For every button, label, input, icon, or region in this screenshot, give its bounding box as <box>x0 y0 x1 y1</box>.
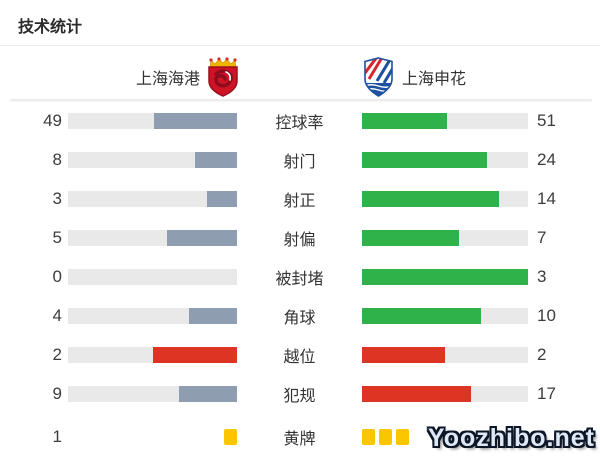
stats-rows: 49 控球率 51 8 射门 24 3 射正 14 5 射偏 7 0 被封堵 3 4 角球 10 2 越位 2 9 犯规 17… <box>0 101 600 456</box>
home-value: 1 <box>52 426 62 446</box>
yellow-card-icon <box>379 428 392 445</box>
away-value: 3 <box>537 426 547 446</box>
watermark: Yoozhibo.net <box>427 424 595 452</box>
stat-row-角球: 4 角球 10 <box>0 296 600 335</box>
stat-row-射门: 8 射门 24 <box>0 140 600 179</box>
home-value: 49 <box>43 110 62 130</box>
stat-row-犯规: 9 犯规 17 <box>0 374 600 413</box>
yellow-card-icon <box>396 428 409 445</box>
away-value: 24 <box>537 149 556 169</box>
stat-label: 角球 <box>283 309 316 327</box>
yellow-card-icon <box>224 428 237 445</box>
home-value: 5 <box>52 227 62 247</box>
stat-label: 控球率 <box>275 114 324 132</box>
away-bar-track <box>362 112 528 129</box>
away-bar-fill <box>362 151 487 168</box>
home-value: 9 <box>52 383 62 403</box>
home-value: 0 <box>52 266 62 286</box>
stat-label: 射门 <box>283 153 316 171</box>
stat-label: 被封堵 <box>275 270 324 288</box>
away-bar-track <box>362 385 528 402</box>
away-bar-track <box>362 190 528 207</box>
home-yellow-cards <box>68 428 237 445</box>
stat-label: 射正 <box>283 192 316 210</box>
away-team-name: 上海申花 <box>402 71 467 88</box>
stat-row-射正: 3 射正 14 <box>0 179 600 218</box>
stat-row-被封堵: 0 被封堵 3 <box>0 257 600 296</box>
title-divider <box>0 45 600 46</box>
home-team-name: 上海海港 <box>135 71 200 88</box>
stat-row-越位: 2 越位 2 <box>0 335 600 374</box>
away-bar-fill <box>362 307 481 324</box>
home-bar-track <box>68 112 237 129</box>
away-bar-fill <box>362 190 499 207</box>
away-value: 3 <box>537 266 547 286</box>
stat-label: 黄牌 <box>283 430 316 448</box>
header-divider <box>10 99 592 101</box>
away-value: 10 <box>537 305 556 325</box>
stat-label: 越位 <box>283 348 316 366</box>
stat-row-控球率: 49 控球率 51 <box>0 101 600 140</box>
home-bar-track <box>68 229 237 246</box>
away-bar-fill <box>362 268 528 285</box>
away-value: 2 <box>537 344 547 364</box>
home-bar-track <box>68 307 237 324</box>
away-value: 51 <box>537 110 556 130</box>
away-bar-track <box>362 346 528 363</box>
home-team-crest-icon <box>208 57 238 97</box>
away-value: 7 <box>537 227 547 247</box>
stat-row-黄牌: 1 黄牌 3 <box>0 417 600 456</box>
home-bar-fill <box>166 229 237 246</box>
away-value: 17 <box>537 383 556 403</box>
stat-label: 犯规 <box>283 387 316 405</box>
home-value: 3 <box>52 188 62 208</box>
away-value: 14 <box>537 188 556 208</box>
home-bar-track <box>68 268 237 285</box>
away-bar-fill <box>362 385 471 402</box>
home-bar-fill <box>207 190 237 207</box>
away-yellow-cards <box>362 428 528 445</box>
home-bar-track <box>68 151 237 168</box>
away-bar-track <box>362 307 528 324</box>
yellow-card-icon <box>362 428 375 445</box>
home-team-header: 上海海港 <box>136 56 240 98</box>
home-bar-fill <box>178 385 237 402</box>
home-value: 2 <box>52 344 62 364</box>
away-bar-fill <box>362 229 459 246</box>
home-bar-track <box>68 190 237 207</box>
away-bar-track <box>362 268 528 285</box>
away-team-header: 上海申花 <box>363 56 466 98</box>
home-bar-fill <box>194 151 237 168</box>
stat-row-射偏: 5 射偏 7 <box>0 218 600 257</box>
stat-label: 射偏 <box>283 231 316 249</box>
away-team-crest-icon <box>364 57 393 97</box>
home-bar-fill <box>152 346 237 363</box>
home-bar-fill <box>188 307 237 324</box>
home-value: 8 <box>52 149 62 169</box>
away-bar-fill <box>362 346 445 363</box>
away-bar-fill <box>362 112 447 129</box>
home-bar-track <box>68 385 237 402</box>
home-value: 4 <box>52 305 62 325</box>
home-bar-fill <box>154 112 237 129</box>
away-bar-track <box>362 229 528 246</box>
away-bar-track <box>362 151 528 168</box>
home-bar-track <box>68 346 237 363</box>
panel-title: 技术统计 <box>18 19 83 36</box>
